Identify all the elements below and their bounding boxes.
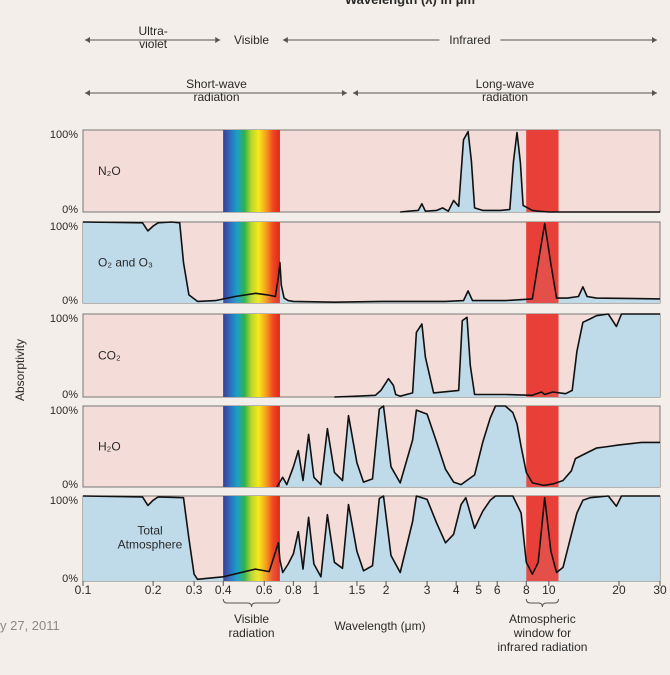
y-axis-title: Absorptivity	[13, 339, 27, 401]
panel-3: H₂O 100% 0%	[50, 405, 661, 491]
x-tick-label-15: 20	[612, 583, 626, 597]
y-tick-bottom-4: 0%	[62, 573, 78, 585]
atmospheric-window-overlay-4	[526, 496, 559, 581]
y-tick-top-1: 100%	[50, 221, 78, 233]
series-name-4: Total Atmosphere	[118, 524, 183, 552]
x-tick-label-11: 5	[475, 583, 482, 597]
y-tick-bottom-3: 0%	[62, 479, 78, 491]
band-top-label-0: Ultra-violet	[138, 24, 167, 51]
band-bottom-arrow-head-right-1	[652, 90, 657, 96]
x-tick-label-16: 30	[653, 583, 667, 597]
panel-0: N₂O 100% 0%	[50, 129, 661, 216]
visible-radiation-label: Visible radiation	[229, 612, 275, 640]
absorption-area-3	[279, 406, 660, 487]
visible-spectrum-overlay-3	[223, 406, 280, 487]
visible-spectrum-overlay-0	[223, 130, 280, 212]
band-top-label-1: Visible	[234, 33, 269, 47]
band-top-arrow-head-right-0	[215, 37, 221, 43]
header-title: Wavelength (λ) in μm	[345, 0, 475, 7]
visible-spectrum-overlay-4	[223, 496, 280, 581]
band-top-label-plate-2	[439, 32, 501, 47]
panel-frame-3	[82, 405, 661, 488]
y-tick-bottom-0: 0%	[62, 204, 78, 216]
band-bottom-label-1: Long-wave radiation	[476, 77, 535, 104]
x-tick-label-13: 8	[523, 583, 530, 597]
x-tick-label-14: 10	[542, 583, 556, 597]
band-bottom-arrow-head-left-0	[85, 90, 90, 96]
atmospheric-window-overlay-0	[526, 130, 559, 212]
atmospheric-window-brace	[525, 598, 560, 608]
y-tick-top-0: 100%	[50, 129, 78, 141]
absorption-area-4	[83, 496, 660, 581]
band-top-label-plate-1	[224, 32, 279, 47]
atmospheric-window-overlay-3	[526, 406, 559, 487]
band-bottom-arrow-head-left-1	[352, 90, 358, 96]
panel-frame-2	[82, 313, 661, 398]
x-tick-label-8: 2	[383, 583, 390, 597]
x-axis-title: Wavelength (μm)	[334, 619, 425, 633]
y-tick-bottom-2: 0%	[62, 389, 78, 401]
atmospheric-window-overlay-2	[526, 314, 559, 397]
series-name-1: O₂ and O₃	[98, 256, 153, 270]
x-tick-label-7: 1.5	[349, 583, 366, 597]
absorption-line-1	[82, 221, 661, 303]
x-tick-label-12: 6	[494, 583, 501, 597]
absorption-line-4	[82, 495, 660, 581]
absorption-line-2	[334, 313, 660, 398]
visible-radiation-brace	[222, 598, 281, 608]
panel-2: CO₂ 100% 0%	[50, 313, 661, 401]
x-tick-label-2: 0.3	[186, 583, 203, 597]
footer-date: y 27, 2011	[0, 618, 60, 633]
x-tick-label-1: 0.2	[145, 583, 162, 597]
series-name-3: H₂O	[98, 440, 121, 454]
absorption-line-3	[276, 405, 660, 488]
visible-spectrum-overlay-1	[223, 222, 280, 303]
panel-1: O₂ and O₃ 100% 0%	[50, 221, 661, 307]
atmospheric-window-label: Atmospheric window for infrared radiation	[497, 612, 587, 654]
y-tick-top-4: 100%	[50, 495, 78, 507]
y-tick-top-3: 100%	[50, 405, 78, 417]
panel-frame-0	[82, 129, 661, 213]
visible-spectrum-overlay-2	[223, 314, 280, 397]
band-top-arrow-head-right-2	[652, 37, 657, 43]
x-tick-label-5: 0.8	[285, 583, 302, 597]
absorption-area-0	[404, 131, 660, 212]
absorption-area-2	[338, 314, 660, 397]
x-tick-label-9: 3	[424, 583, 431, 597]
x-tick-label-0: 0.1	[75, 583, 92, 597]
absorption-line-0	[400, 130, 660, 213]
y-tick-bottom-1: 0%	[62, 295, 78, 307]
x-tick-label-10: 4	[453, 583, 460, 597]
y-tick-top-2: 100%	[50, 313, 78, 325]
band-top-arrow-head-left-0	[85, 37, 90, 43]
x-tick-label-4: 0.6	[256, 583, 273, 597]
series-name-0: N₂O	[98, 164, 121, 178]
x-tick-label-3: 0.4	[215, 583, 232, 597]
band-bottom-label-0: Short-wave radiation	[186, 77, 247, 104]
panel-4: Total Atmosphere 100% 0%	[50, 495, 661, 585]
band-bottom-arrow-head-right-0	[341, 90, 347, 96]
band-top-arrow-head-left-2	[282, 37, 288, 43]
series-name-2: CO₂	[98, 349, 121, 363]
band-top-label-2: Infrared	[449, 33, 490, 47]
x-tick-label-6: 1	[313, 583, 320, 597]
